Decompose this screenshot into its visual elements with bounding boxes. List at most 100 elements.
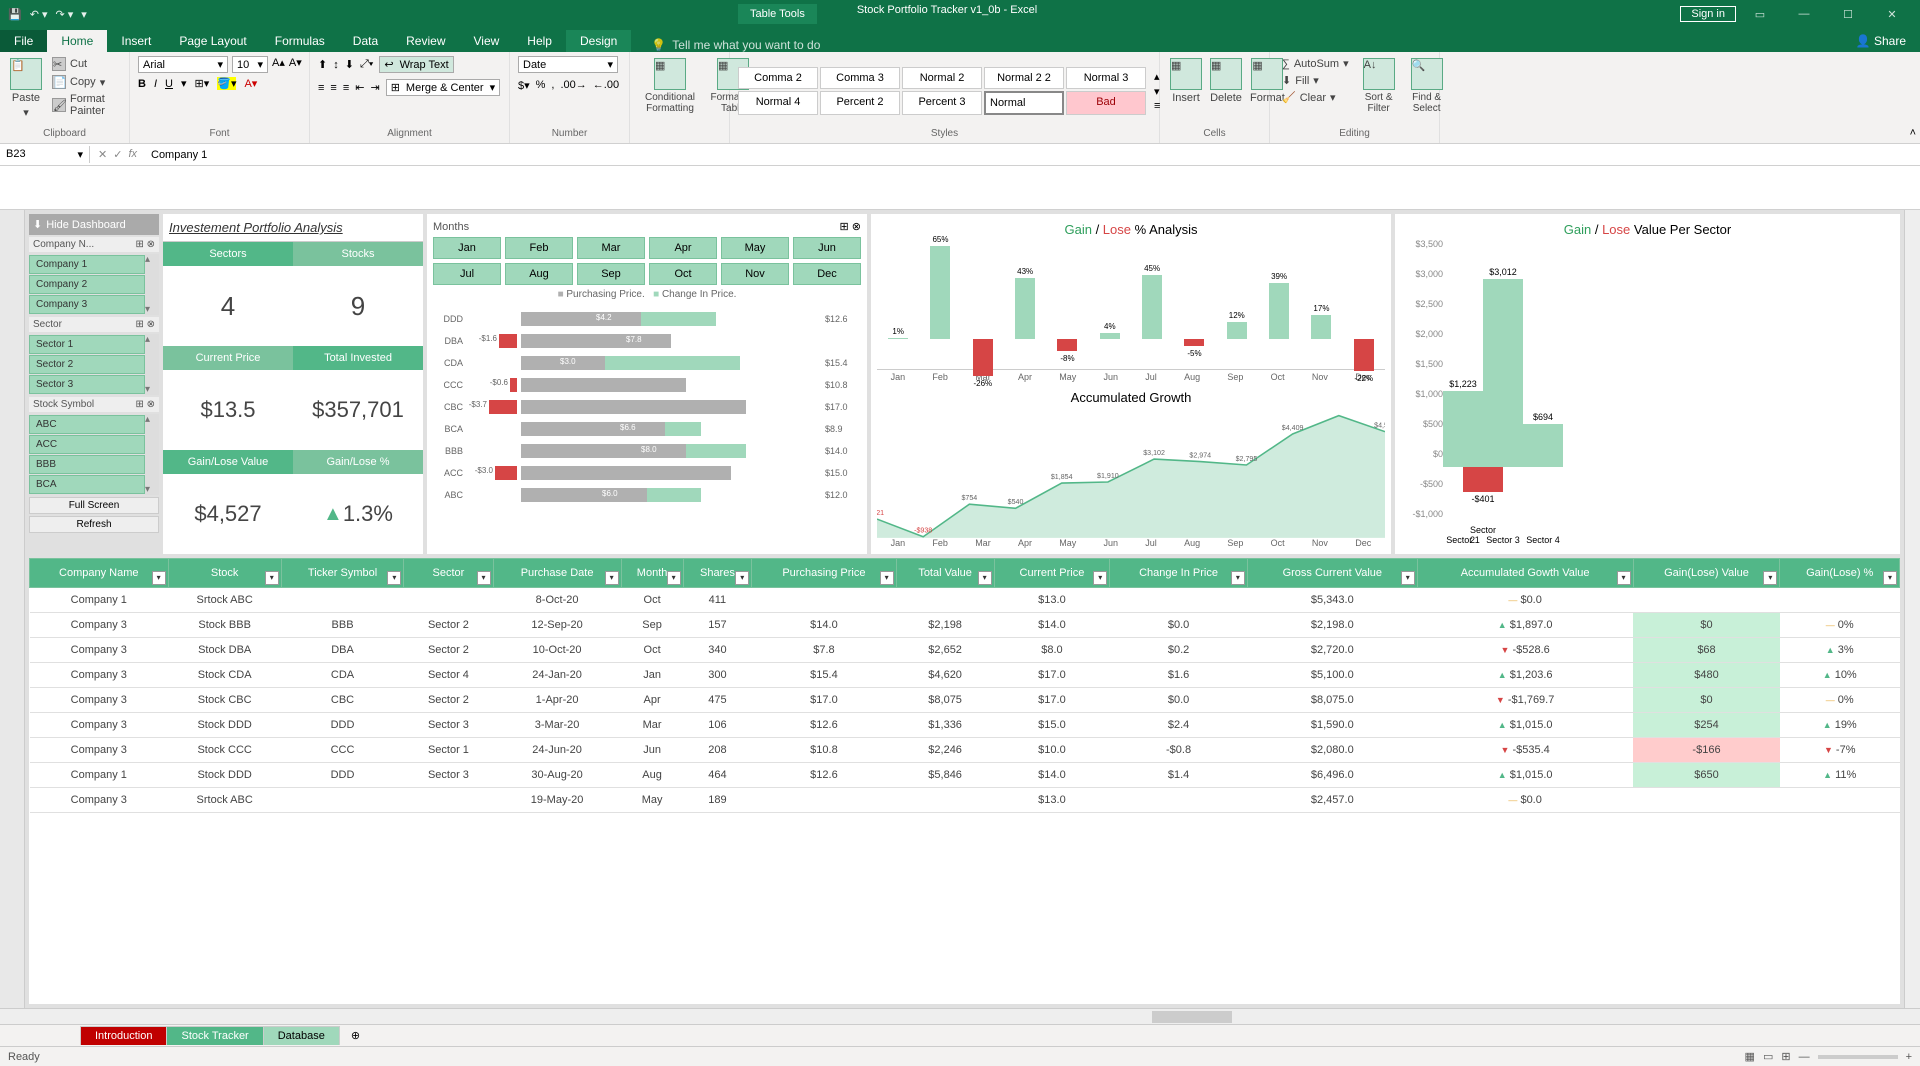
slicer-item[interactable]: Sector 3 — [29, 375, 145, 394]
tab-file[interactable]: File — [0, 30, 47, 52]
decrease-decimal-icon[interactable]: ←.00 — [593, 79, 619, 92]
wrap-text-button[interactable]: ↩ Wrap Text — [379, 56, 453, 73]
month-button[interactable]: Feb — [505, 237, 573, 259]
align-middle-icon[interactable]: ↕ — [333, 59, 339, 71]
column-header[interactable]: Change In Price▾ — [1110, 559, 1248, 588]
column-header[interactable]: Month▾ — [621, 559, 683, 588]
conditional-formatting-button[interactable]: ▦Conditional Formatting — [638, 56, 702, 116]
zoom-in-icon[interactable]: + — [1906, 1051, 1912, 1063]
month-button[interactable]: Sep — [577, 263, 645, 285]
save-icon[interactable]: 💾 — [8, 8, 22, 21]
slicer-item[interactable]: Sector 2 — [29, 355, 145, 374]
border-button[interactable]: ⊞▾ — [195, 77, 210, 90]
collapse-ribbon-icon[interactable]: ˄ — [1906, 123, 1920, 143]
paste-button[interactable]: 📋Paste▾ — [8, 56, 44, 121]
slicer-item[interactable]: BCA — [29, 475, 145, 494]
column-header[interactable]: Sector▾ — [404, 559, 493, 588]
slicer-item[interactable]: ABC — [29, 415, 145, 434]
increase-decimal-icon[interactable]: .00→ — [560, 79, 586, 92]
tab-help[interactable]: Help — [513, 30, 566, 52]
qat-more-icon[interactable]: ▾ — [81, 8, 87, 21]
vertical-scrollbar[interactable] — [1904, 210, 1920, 1008]
share-button[interactable]: 👤 Share — [1842, 30, 1920, 52]
align-left-icon[interactable]: ≡ — [318, 82, 324, 94]
slicer-sector-header[interactable]: Sector⊞ ⊗ — [29, 317, 159, 332]
column-header[interactable]: Accumulated Gowth Value▾ — [1417, 559, 1633, 588]
format-painter-button[interactable]: 🖌Format Painter — [48, 92, 121, 118]
underline-button[interactable]: U — [165, 78, 173, 90]
tell-me-search[interactable]: 💡Tell me what you want to do — [651, 38, 820, 52]
font-color-button[interactable]: A▾ — [244, 77, 257, 90]
month-button[interactable]: Aug — [505, 263, 573, 285]
zoom-out-icon[interactable]: — — [1799, 1051, 1810, 1063]
slicer-item[interactable]: ACC — [29, 435, 145, 454]
horizontal-scrollbar[interactable] — [0, 1008, 1920, 1024]
enter-formula-icon[interactable]: ✓ — [113, 148, 122, 161]
fill-button[interactable]: ⬇ Fill ▾ — [1278, 73, 1353, 88]
column-header[interactable]: Shares▾ — [683, 559, 752, 588]
copy-button[interactable]: 📄Copy ▾ — [48, 74, 121, 90]
fullscreen-button[interactable]: Full Screen — [29, 497, 159, 514]
month-button[interactable]: Dec — [793, 263, 861, 285]
page-break-icon[interactable]: ⊞ — [1781, 1050, 1790, 1063]
tab-page-layout[interactable]: Page Layout — [165, 30, 260, 52]
minimize-icon[interactable]: — — [1784, 8, 1824, 20]
new-sheet-button[interactable]: ⊕ — [339, 1029, 372, 1042]
sign-in-button[interactable]: Sign in — [1680, 6, 1736, 22]
currency-icon[interactable]: $▾ — [518, 79, 530, 92]
sort-filter-button[interactable]: A↓Sort & Filter — [1357, 56, 1401, 116]
undo-icon[interactable]: ↶ ▾ — [30, 8, 48, 21]
column-header[interactable]: Gross Current Value▾ — [1247, 559, 1417, 588]
table-row[interactable]: Company 3Srtock ABC19-May-20May189$13.0$… — [30, 788, 1900, 813]
table-row[interactable]: Company 3Stock DDDDDDSector 33-Mar-20Mar… — [30, 713, 1900, 738]
cut-button[interactable]: ✂Cut — [48, 56, 121, 72]
close-icon[interactable]: ✕ — [1872, 8, 1912, 21]
hide-dashboard-button[interactable]: ⬇ Hide Dashboard — [29, 214, 159, 235]
italic-button[interactable]: I — [154, 78, 157, 90]
slicer-item[interactable]: Sector 1 — [29, 335, 145, 354]
name-box[interactable]: B23▾ — [0, 146, 90, 163]
page-layout-icon[interactable]: ▭ — [1763, 1050, 1773, 1063]
insert-cells-button[interactable]: ▦Insert — [1168, 56, 1204, 106]
slicer-item[interactable]: Company 2 — [29, 275, 145, 294]
orientation-icon[interactable]: ⤢▾ — [360, 58, 373, 71]
slicer-item[interactable]: Company 1 — [29, 255, 145, 274]
number-format-select[interactable]: Date▾ — [518, 56, 618, 73]
tab-data[interactable]: Data — [339, 30, 392, 52]
column-header[interactable]: Total Value▾ — [896, 559, 994, 588]
redo-icon[interactable]: ↷ ▾ — [56, 8, 74, 21]
tab-insert[interactable]: Insert — [107, 30, 165, 52]
column-header[interactable]: Current Price▾ — [994, 559, 1110, 588]
table-row[interactable]: Company 1Stock DDDDDDSector 330-Aug-20Au… — [30, 763, 1900, 788]
column-header[interactable]: Gain(Lose) %▾ — [1780, 559, 1900, 588]
refresh-button[interactable]: Refresh — [29, 516, 159, 533]
tab-home[interactable]: Home — [47, 30, 107, 52]
month-button[interactable]: Nov — [721, 263, 789, 285]
increase-font-icon[interactable]: A▴ — [272, 56, 285, 73]
comma-icon[interactable]: , — [551, 79, 554, 92]
fx-icon[interactable]: fx — [128, 148, 137, 161]
maximize-icon[interactable]: ☐ — [1828, 8, 1868, 21]
cell-styles-gallery[interactable]: Comma 2 Comma 3 Normal 2 Normal 2 2 Norm… — [738, 67, 1146, 115]
indent-increase-icon[interactable]: ⇥ — [370, 81, 379, 94]
month-button[interactable]: Mar — [577, 237, 645, 259]
bold-button[interactable]: B — [138, 78, 146, 90]
month-button[interactable]: Oct — [649, 263, 717, 285]
align-top-icon[interactable]: ⬆ — [318, 58, 327, 71]
table-row[interactable]: Company 3Stock DBADBASector 210-Oct-20Oc… — [30, 638, 1900, 663]
sheet-tab-database[interactable]: Database — [263, 1026, 340, 1045]
decrease-font-icon[interactable]: A▾ — [289, 56, 302, 73]
slicer-company-header[interactable]: Company N...⊞ ⊗ — [29, 237, 159, 252]
tab-design[interactable]: Design — [566, 30, 631, 52]
formula-input[interactable]: Company 1 — [145, 147, 1920, 163]
column-header[interactable]: Purchase Date▾ — [493, 559, 621, 588]
ribbon-display-icon[interactable]: ▭ — [1740, 8, 1780, 21]
align-right-icon[interactable]: ≡ — [343, 82, 349, 94]
align-bottom-icon[interactable]: ⬇ — [345, 58, 354, 71]
font-size-select[interactable]: 10▾ — [232, 56, 268, 73]
find-select-button[interactable]: 🔍Find & Select — [1405, 56, 1449, 116]
table-row[interactable]: Company 3Stock CBCCBCSector 21-Apr-20Apr… — [30, 688, 1900, 713]
month-button[interactable]: Jan — [433, 237, 501, 259]
table-row[interactable]: Company 3Stock CDACDASector 424-Jan-20Ja… — [30, 663, 1900, 688]
table-row[interactable]: Company 3Stock BBBBBBSector 212-Sep-20Se… — [30, 613, 1900, 638]
